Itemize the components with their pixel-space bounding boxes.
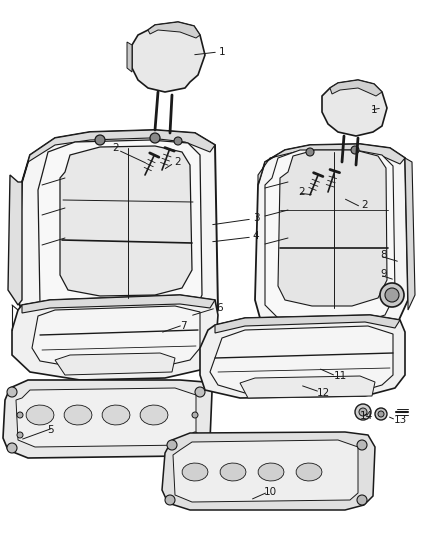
Polygon shape (405, 158, 415, 310)
Polygon shape (32, 306, 200, 368)
Text: 11: 11 (333, 371, 346, 381)
Text: 12: 12 (316, 388, 330, 398)
Polygon shape (22, 295, 215, 313)
Polygon shape (26, 405, 54, 425)
Circle shape (95, 135, 105, 145)
Circle shape (355, 404, 371, 420)
Polygon shape (215, 315, 400, 333)
Polygon shape (322, 80, 387, 136)
Polygon shape (64, 405, 92, 425)
Circle shape (359, 408, 367, 416)
Text: 9: 9 (381, 269, 387, 279)
Circle shape (195, 443, 205, 453)
Text: 4: 4 (253, 231, 259, 241)
Polygon shape (148, 22, 200, 38)
Polygon shape (296, 463, 322, 481)
Polygon shape (255, 144, 408, 335)
Circle shape (195, 387, 205, 397)
Circle shape (306, 148, 314, 156)
Text: 2: 2 (299, 187, 305, 197)
Polygon shape (210, 326, 393, 393)
Text: 2: 2 (362, 200, 368, 210)
Polygon shape (55, 353, 175, 375)
Circle shape (357, 495, 367, 505)
Text: 6: 6 (217, 303, 223, 313)
Circle shape (7, 443, 17, 453)
Text: 2: 2 (113, 143, 119, 153)
Polygon shape (162, 432, 375, 510)
Text: 3: 3 (253, 213, 259, 223)
Circle shape (167, 440, 177, 450)
Polygon shape (8, 175, 22, 305)
Polygon shape (16, 388, 196, 447)
Polygon shape (173, 440, 358, 502)
Polygon shape (18, 130, 218, 348)
Polygon shape (60, 146, 192, 296)
Circle shape (357, 440, 367, 450)
Text: 8: 8 (381, 250, 387, 260)
Circle shape (192, 432, 198, 438)
Text: 10: 10 (263, 487, 276, 497)
Text: 1: 1 (219, 47, 225, 57)
Circle shape (150, 133, 160, 143)
Polygon shape (258, 463, 284, 481)
Polygon shape (38, 140, 202, 326)
Polygon shape (140, 405, 168, 425)
Polygon shape (3, 380, 212, 458)
Polygon shape (265, 150, 395, 324)
Polygon shape (182, 463, 208, 481)
Text: 1: 1 (371, 105, 377, 115)
Polygon shape (127, 42, 132, 72)
Text: 14: 14 (359, 411, 373, 421)
Circle shape (351, 146, 359, 154)
Circle shape (7, 387, 17, 397)
Text: 2: 2 (175, 157, 181, 167)
Circle shape (174, 137, 182, 145)
Text: 5: 5 (47, 425, 53, 435)
Polygon shape (102, 405, 130, 425)
Polygon shape (200, 315, 405, 398)
Polygon shape (132, 22, 205, 92)
Circle shape (380, 283, 404, 307)
Circle shape (17, 432, 23, 438)
Polygon shape (220, 463, 246, 481)
Circle shape (378, 411, 384, 417)
Polygon shape (330, 80, 382, 96)
Circle shape (17, 412, 23, 418)
Polygon shape (240, 376, 375, 398)
Text: 13: 13 (393, 415, 406, 425)
Polygon shape (258, 144, 405, 185)
Polygon shape (278, 150, 387, 306)
Text: 7: 7 (180, 321, 186, 331)
Circle shape (165, 495, 175, 505)
Circle shape (192, 412, 198, 418)
Circle shape (385, 288, 399, 302)
Polygon shape (12, 295, 218, 380)
Polygon shape (22, 130, 215, 182)
Circle shape (375, 408, 387, 420)
